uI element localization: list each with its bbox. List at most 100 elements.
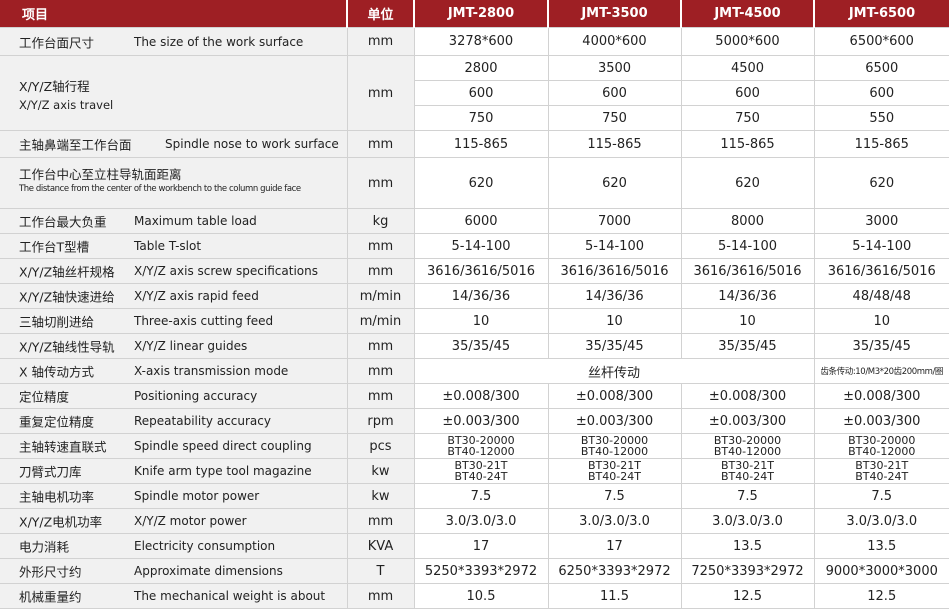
value-cell: 14/36/36 [547,283,681,309]
label-zh: 工作台面尺寸 [19,35,95,50]
unit-cell: mm [346,157,414,209]
label-en: Approximate dimensions [134,564,283,578]
spec-row: X/Y/Z轴丝杆规格 X/Y/Z axis screw specification… [0,258,949,284]
value-cell: 7000 [547,208,681,234]
row-label: 主轴电机功率 Spindle motor power [0,483,347,509]
value-cell: 6500*600 [813,27,949,56]
spec-row: X/Y/Z电机功率 X/Y/Z motor power mm 3.0/3.0/3.… [0,508,949,534]
value-cell: 115-865 [413,130,548,158]
value-cell: 7.5 [680,483,814,509]
row-label: 工作台面尺寸 The size of the work surface [0,27,347,56]
unit-cell: mm [346,383,414,409]
value-cell: 6500 [813,55,949,81]
label-en: Three-axis cutting feed [134,314,274,328]
value-line: BT30-21T [721,459,774,472]
value-cell: 6000 [413,208,548,234]
unit-cell: mm [346,508,414,534]
label-zh: 机械重量约 [19,589,82,605]
value-cell: 7.5 [813,483,949,509]
label-en: X/Y/Z motor power [134,514,247,528]
value-cell: 14/36/36 [413,283,548,309]
spec-row: 重复定位精度 Repeatability accuracy rpm ±0.003/… [0,408,949,434]
label-en: X/Y/Z axis travel [19,98,114,112]
value-cell: 10 [813,308,949,334]
value-cell: 115-865 [680,130,814,158]
value-cell: 3.0/3.0/3.0 [413,508,548,534]
label-zh: 外形尺寸约 [19,564,82,580]
value-cell: 17 [547,533,681,559]
value-cell: ±0.008/300 [413,383,548,409]
unit-cell: kw [346,458,414,484]
value-line: BT30-20000 [713,434,782,447]
value-cell: BT30-21T BT40-24T [547,458,681,484]
value-cell: 3616/3616/5016 [413,258,548,284]
label-zh: 主轴转速直联式 [19,439,107,455]
label-zh: X 轴传动方式 [19,364,95,380]
label-zh: 工作台最大负重 [19,214,107,230]
unit-cell: mm [346,233,414,259]
label-en: Positioning accuracy [134,389,258,403]
row-label: 定位精度 Positioning accuracy [0,383,347,409]
label-zh: X/Y/Z电机功率 [19,514,103,530]
label-zh: 重复定位精度 [19,414,95,430]
spec-row: 外形尺寸约 Approximate dimensions T 5250*3393*… [0,558,949,584]
value-line: BT40-12000 [580,445,649,458]
spec-row: 主轴电机功率 Spindle motor power kw 7.5 7.5 7.5… [0,483,949,509]
label-en: Spindle speed direct coupling [134,439,312,453]
label-zh: 工作台中心至立柱导轨面距离 [19,167,182,182]
value-line: BT30-21T [454,459,508,472]
row-label: 外形尺寸约 Approximate dimensions [0,558,347,584]
value-cell: 10 [413,308,548,334]
row-label: 重复定位精度 Repeatability accuracy [0,408,347,434]
label-zh: 工作台T型槽 [19,239,90,255]
value-line: BT40-12000 [447,445,515,458]
header-unit: 单位 [347,0,415,28]
value-cell: 4000*600 [547,27,681,56]
row-label: 机械重量约 The mechanical weight is about [0,583,347,609]
merged-value-cell: 丝杆传动 [413,358,814,384]
row-label: 主轴转速直联式 Spindle speed direct coupling [0,433,347,459]
unit-cell: mm [346,55,414,131]
value-cell: 620 [413,157,548,209]
unit-cell: T [346,558,414,584]
label-en: Electricity consumption [134,539,276,553]
value-cell: 5-14-100 [813,233,949,259]
value-cell: 3000 [813,208,949,234]
spec-row: 工作台中心至立柱导轨面距离 The distance from the cente… [0,157,949,209]
label-en: X-axis transmission mode [134,364,289,378]
unit-cell: m/min [346,308,414,334]
value-cell: 11.5 [547,583,681,609]
value-cell: 5000*600 [680,27,814,56]
header-model: JMT-3500 [548,0,682,28]
value-cell: 12.5 [680,583,814,609]
value-cell: 4500 [680,55,814,81]
value-cell: 600 [547,80,681,106]
value-line: BT40-24T [721,470,774,483]
value-cell: ±0.003/300 [547,408,681,434]
spec-row: 主轴鼻端至工作台面 Spindle nose to work surface mm… [0,130,949,158]
value-cell: 8000 [680,208,814,234]
value-line: BT40-12000 [848,445,916,458]
unit-cell: kg [346,208,414,234]
row-label: X/Y/Z轴丝杆规格 X/Y/Z axis screw specification… [0,258,347,284]
spec-row: X/Y/Z轴行程 X/Y/Z axis travel mm 2800 3500 4… [0,55,949,131]
unit-cell: rpm [346,408,414,434]
row-label: X/Y/Z轴快速进给 X/Y/Z axis rapid feed [0,283,347,309]
value-cell: 9000*3000*3000 [813,558,949,584]
value-cell: 12.5 [813,583,949,609]
label-zh: X/Y/Z轴丝杆规格 [19,264,115,280]
value-cell: 3616/3616/5016 [547,258,681,284]
header-model: JMT-6500 [814,0,949,28]
value-line: BT40-24T [454,470,508,483]
value-line: BT40-12000 [713,445,782,458]
value-cell: 3.0/3.0/3.0 [813,508,949,534]
unit-cell: kw [346,483,414,509]
value-cell: 115-865 [813,130,949,158]
label-en: Spindle nose to work surface [165,137,339,151]
value-cell: 48/48/48 [813,283,949,309]
value-cell: 2800 [413,55,548,81]
value-cell: 6250*3393*2972 [547,558,681,584]
row-label: 电力消耗 Electricity consumption [0,533,347,559]
value-cell: 750 [547,105,681,131]
value-line: BT30-20000 [580,434,649,447]
